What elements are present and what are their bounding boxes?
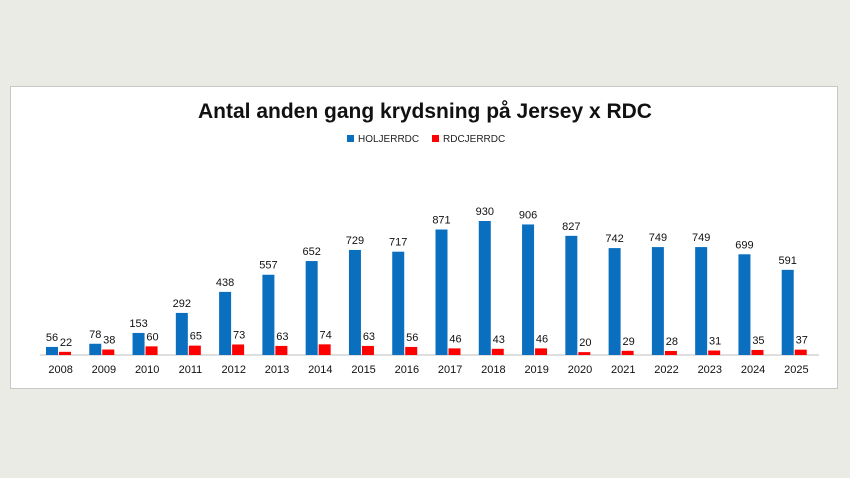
data-label-rdcjerrdc: 74 [320,329,332,341]
data-label-holjerrdc: 699 [735,239,753,251]
data-label-rdcjerrdc: 46 [536,333,548,345]
bar-rdcjerrdc [102,349,115,355]
data-label-holjerrdc: 652 [302,246,320,258]
data-label-rdcjerrdc: 28 [666,336,678,348]
x-tick-label: 2017 [438,364,462,376]
chart-frame: Antal anden gang krydsning på Jersey x R… [10,86,838,389]
x-tick-label: 2008 [48,364,72,376]
x-tick-label: 2023 [698,364,722,376]
bar-rdcjerrdc [405,346,418,355]
bar-holjerrdc [695,247,708,355]
data-label-holjerrdc: 906 [519,209,537,221]
x-tick-label: 2024 [741,364,765,376]
data-label-rdcjerrdc: 63 [276,331,288,343]
bar-rdcjerrdc [491,348,504,355]
data-label-holjerrdc: 717 [389,237,407,249]
data-label-rdcjerrdc: 37 [796,335,808,347]
data-label-holjerrdc: 871 [432,215,450,227]
bar-rdcjerrdc [578,352,591,355]
x-tick-label: 2012 [222,364,246,376]
legend-label-rdcjerrdc: RDCJERRDC [443,134,505,145]
legend-swatch-rdcjerrdc [432,135,439,142]
bar-rdcjerrdc [448,348,461,355]
data-label-holjerrdc: 749 [692,232,710,244]
x-tick-label: 2014 [308,364,332,376]
data-label-holjerrdc: 930 [476,206,494,218]
data-label-holjerrdc: 749 [649,232,667,244]
data-label-holjerrdc: 742 [605,233,623,245]
x-tick-label: 2020 [568,364,592,376]
bar-holjerrdc [651,247,664,355]
data-label-rdcjerrdc: 65 [190,331,202,343]
bar-rdcjerrdc [794,349,807,355]
data-label-rdcjerrdc: 20 [579,337,591,349]
bar-holjerrdc [738,254,751,355]
bar-holjerrdc [348,249,361,355]
x-tick-label: 2010 [135,364,159,376]
bar-rdcjerrdc [318,344,331,355]
data-label-rdcjerrdc: 31 [709,336,721,348]
data-label-holjerrdc: 78 [89,329,101,341]
data-label-holjerrdc: 153 [129,318,147,330]
bar-holjerrdc [781,269,794,355]
legend-swatch-holjerrdc [347,135,354,142]
data-label-holjerrdc: 438 [216,277,234,289]
x-tick-label: 2021 [611,364,635,376]
data-label-holjerrdc: 827 [562,221,580,233]
x-tick-label: 2015 [351,364,375,376]
data-label-rdcjerrdc: 60 [146,331,158,343]
data-label-rdcjerrdc: 46 [449,333,461,345]
bar-holjerrdc [392,251,405,355]
chart-title: Antal anden gang krydsning på Jersey x R… [198,100,652,123]
bar-holjerrdc [132,332,145,355]
x-tick-label: 2022 [654,364,678,376]
data-label-rdcjerrdc: 43 [493,334,505,346]
x-tick-label: 2013 [265,364,289,376]
bar-holjerrdc [608,248,621,355]
bar-holjerrdc [305,261,318,355]
bar-rdcjerrdc [664,350,677,355]
bar-rdcjerrdc [232,344,245,355]
bar-holjerrdc [478,221,491,355]
data-label-rdcjerrdc: 29 [622,336,634,348]
x-tick-label: 2018 [481,364,505,376]
bar-rdcjerrdc [145,346,158,355]
data-label-holjerrdc: 292 [173,298,191,310]
bar-chart: Antal anden gang krydsning på Jersey x R… [40,100,819,376]
bar-rdcjerrdc [621,350,634,355]
legend: HOLJERRDC RDCJERRDC [347,134,505,145]
data-label-holjerrdc: 591 [779,255,797,267]
bar-holjerrdc [262,274,275,355]
data-label-rdcjerrdc: 56 [406,332,418,344]
bar-holjerrdc [89,343,102,355]
bar-holjerrdc [565,235,578,355]
bar-holjerrdc [46,346,58,355]
legend-label-holjerrdc: HOLJERRDC [358,134,419,145]
x-tick-label: 2025 [784,364,808,376]
data-label-rdcjerrdc: 38 [103,335,115,347]
bar-rdcjerrdc [535,348,548,355]
data-label-rdcjerrdc: 73 [233,329,245,341]
bar-rdcjerrdc [708,350,721,355]
x-tick-label: 2011 [179,364,203,376]
bar-holjerrdc [435,229,448,355]
data-label-holjerrdc: 557 [259,260,277,272]
bar-holjerrdc [219,291,232,355]
bar-rdcjerrdc [59,351,71,355]
data-label-holjerrdc: 56 [46,332,58,344]
bar-holjerrdc [175,312,188,355]
data-label-rdcjerrdc: 22 [60,337,72,349]
data-label-holjerrdc: 729 [346,235,364,247]
data-label-rdcjerrdc: 63 [363,331,375,343]
bar-rdcjerrdc [275,345,288,355]
data-label-rdcjerrdc: 35 [752,335,764,347]
x-tick-label: 2019 [524,364,548,376]
x-tick-label: 2009 [92,364,116,376]
bar-holjerrdc [522,224,535,355]
x-tick-label: 2016 [395,364,419,376]
bar-rdcjerrdc [188,345,201,355]
bar-rdcjerrdc [361,345,374,355]
bar-rdcjerrdc [751,349,764,355]
